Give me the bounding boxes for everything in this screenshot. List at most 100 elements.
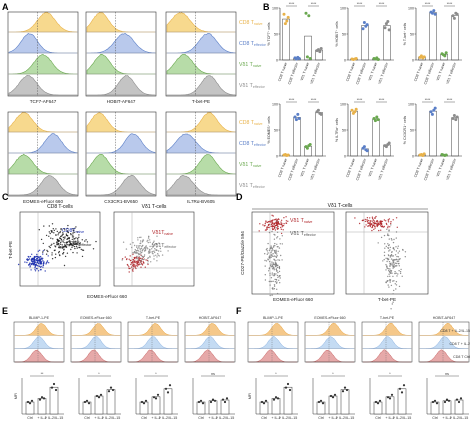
cell-dot	[72, 228, 74, 230]
marker-title: BLIMP-1-PE	[263, 316, 284, 320]
cell-dot	[275, 256, 278, 259]
cell-dot	[267, 258, 269, 260]
y-axis-label: % TCF7⁺ cells	[267, 22, 271, 45]
data-point	[286, 153, 290, 157]
cell-dot	[396, 275, 398, 277]
cell-dot	[49, 246, 51, 249]
cell-dot	[69, 241, 71, 243]
x-category-label: + IL-2/IL-15	[102, 416, 120, 420]
cell-dot	[275, 262, 277, 264]
cell-dot	[30, 263, 33, 266]
cell-dot	[271, 250, 273, 252]
cell-dot	[385, 269, 387, 271]
cell-dot	[73, 240, 75, 242]
cell-dot	[62, 246, 64, 249]
cell-dot	[364, 226, 366, 228]
cell-dot	[276, 253, 278, 255]
panelA-legend-1: CD8 Tnaive	[239, 20, 263, 26]
cell-dot	[75, 245, 78, 248]
cell-dot	[392, 301, 394, 303]
histogram-frame	[418, 321, 470, 363]
cell-dot	[42, 266, 44, 268]
data-point	[452, 113, 456, 117]
cell-dot	[273, 264, 276, 266]
bar	[430, 401, 440, 415]
cell-dot	[270, 277, 273, 279]
data-point	[319, 47, 323, 51]
cell-dot	[358, 222, 361, 225]
panel-letter-a: A	[2, 2, 9, 12]
data-point	[282, 12, 286, 16]
cell-dot	[369, 222, 371, 224]
cell-dot	[275, 273, 277, 275]
cell-dot	[132, 252, 134, 254]
y-tick-label: 0	[344, 58, 346, 62]
cell-dot	[397, 260, 400, 262]
cell-dot	[70, 234, 72, 236]
cell-dot	[387, 275, 389, 278]
cell-dot	[136, 261, 138, 263]
data-point	[201, 402, 205, 405]
cell-dot	[285, 222, 288, 224]
histogram-ridge	[71, 323, 121, 336]
x-category-label: + IL-2	[208, 416, 217, 420]
panelF-barplot-3: Ctrl + IL-2+ IL-2/IL-15 *	[369, 372, 412, 420]
cell-dot	[64, 242, 66, 244]
cell-dot	[390, 224, 392, 226]
x-category-label: CD8 T naive	[345, 158, 356, 178]
cell-dot	[42, 260, 44, 262]
cell-dot	[142, 248, 145, 250]
histogram-stack-4: EOMES-eFluor 660	[7, 111, 79, 204]
cell-dot	[134, 249, 136, 251]
cell-dot	[29, 265, 32, 267]
data-point	[398, 387, 402, 390]
histogram-ridge	[128, 336, 178, 349]
cell-dot	[400, 268, 402, 271]
data-point	[400, 391, 404, 394]
cell-dot	[404, 251, 407, 253]
cell-dot	[32, 262, 34, 264]
histogram-ridge	[186, 349, 234, 363]
cell-dot	[126, 263, 129, 266]
histogram-ridge	[166, 133, 235, 154]
cell-dot	[149, 256, 151, 258]
cell-dot	[371, 224, 373, 226]
cell-dot	[277, 271, 279, 274]
data-point	[221, 398, 225, 401]
cell-dot	[139, 251, 141, 253]
data-point	[307, 14, 311, 18]
x-category-label: Vδ1 T effector	[446, 61, 458, 84]
x-category-label: Ctrl	[318, 416, 324, 420]
cell-dot	[136, 255, 138, 257]
cell-dot	[381, 225, 383, 228]
data-point	[164, 387, 168, 390]
cell-dot	[133, 256, 135, 259]
y-tick-label: 0	[412, 58, 414, 62]
data-point	[85, 399, 89, 402]
cell-dot	[33, 260, 35, 262]
cell-dot	[149, 239, 151, 241]
cell-dot	[77, 237, 79, 240]
bar	[451, 117, 459, 157]
histogram-ridge	[87, 75, 156, 96]
histogram-frame	[304, 321, 356, 363]
cell-dot	[389, 249, 391, 251]
cell-dot	[121, 258, 124, 260]
cell-dot	[388, 273, 390, 275]
cell-dot	[134, 251, 136, 253]
cell-dot	[65, 246, 68, 248]
panelD-legend-naive: Vδ1 Tnaive	[290, 218, 312, 224]
cell-dot	[387, 221, 390, 223]
panelF-legend-1: CD8 T + IL-2/IL-15	[440, 329, 470, 333]
cell-dot	[390, 308, 392, 310]
cell-dot	[378, 229, 380, 232]
x-category-label: + IL-2	[385, 416, 394, 420]
cell-dot	[161, 254, 164, 256]
cell-dot	[385, 257, 387, 259]
x-category-label: CD8 T naive	[345, 62, 356, 82]
y-tick-label: 0	[276, 154, 278, 158]
cell-dot	[398, 265, 400, 267]
plot-frame	[345, 211, 429, 295]
cell-dot	[132, 261, 134, 263]
bar	[315, 112, 323, 157]
